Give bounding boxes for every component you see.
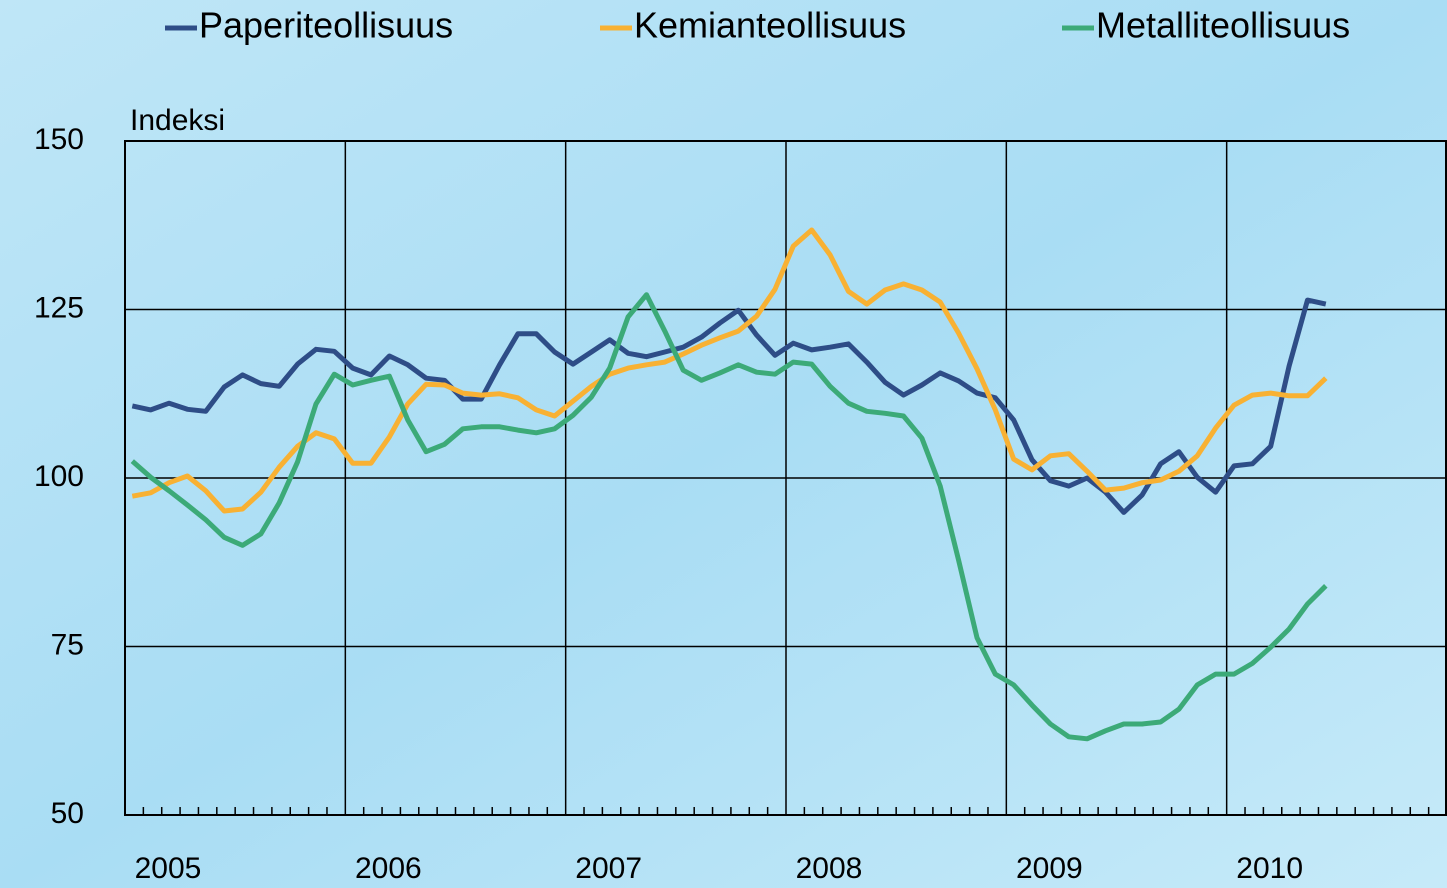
y-tick-label: 125 <box>34 291 84 324</box>
x-tick-label: 2009 <box>1016 852 1083 885</box>
x-tick-label: 2005 <box>135 852 202 885</box>
x-tick-label: 2007 <box>575 852 642 885</box>
y-axis-label: Indeksi <box>130 104 225 137</box>
legend-label: Kemianteollisuus <box>634 5 906 46</box>
x-tick-label: 2006 <box>355 852 422 885</box>
x-tick-label: 2008 <box>796 852 863 885</box>
legend-label: Paperiteollisuus <box>199 5 453 46</box>
y-tick-label: 100 <box>34 460 84 493</box>
legend-label: Metalliteollisuus <box>1096 5 1350 46</box>
x-tick-label: 2010 <box>1236 852 1303 885</box>
y-tick-label: 75 <box>51 628 84 661</box>
y-tick-label: 150 <box>34 123 84 156</box>
y-tick-label: 50 <box>51 797 84 830</box>
chart: Indeksi 50 75 100 125 150 2005 2006 2007 2008 200… <box>0 0 1447 888</box>
